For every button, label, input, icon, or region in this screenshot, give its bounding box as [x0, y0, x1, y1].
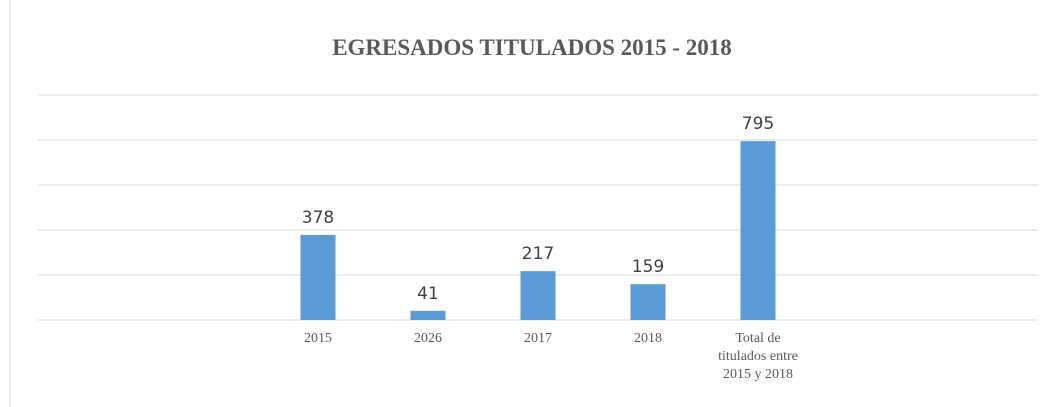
- data-label: 795: [742, 114, 774, 134]
- bar: [630, 284, 666, 320]
- data-label: 217: [522, 244, 554, 264]
- bar: [520, 271, 556, 320]
- x-tick-label: 2026: [414, 331, 442, 346]
- x-tick-label: 2018: [634, 331, 662, 346]
- data-label: 159: [632, 257, 664, 277]
- x-tick-label: Total de titulados entre 2015 y 2018: [718, 331, 798, 382]
- data-label: 41: [417, 284, 439, 304]
- x-tick-label: 2015: [304, 331, 332, 346]
- chart-title: EGRESADOS TITULADOS 2015 - 2018: [332, 35, 732, 60]
- x-tick-label: 2017: [524, 331, 552, 346]
- bar: [410, 310, 446, 320]
- data-label: 378: [302, 208, 334, 228]
- bar: [740, 141, 776, 320]
- bar: [300, 234, 336, 320]
